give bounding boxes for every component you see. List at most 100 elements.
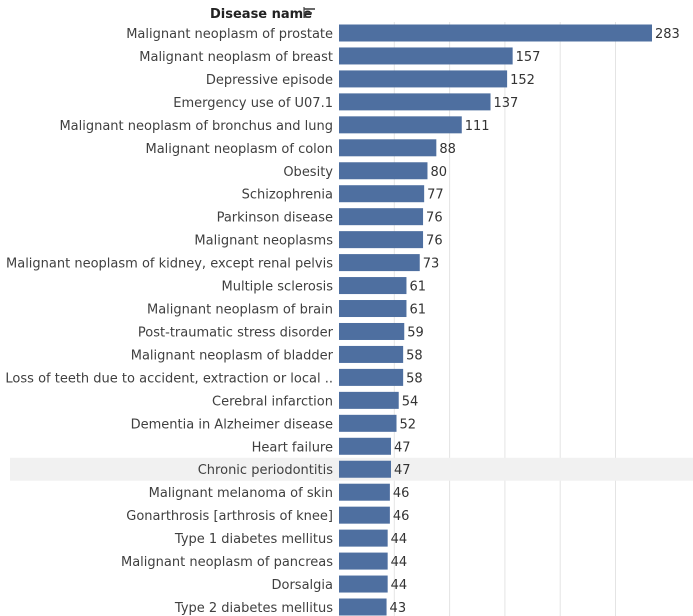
bar-row[interactable]: Cerebral infarction 54 (212, 391, 419, 410)
bar-row[interactable]: Schizophrenia 77 (242, 185, 444, 203)
value-label: 152 (510, 73, 535, 88)
value-label: 58 (406, 371, 423, 386)
category-label: Chronic periodontitis (198, 463, 333, 478)
category-label: Dementia in Alzheimer disease (131, 417, 333, 432)
bar-row[interactable]: Type 2 diabetes mellitus 43 (174, 598, 407, 616)
value-label: 76 (426, 234, 443, 249)
bar-row[interactable]: Malignant neoplasm of kidney, except ren… (6, 254, 439, 272)
category-label: Malignant neoplasm of brain (147, 303, 333, 318)
value-label: 77 (427, 188, 444, 203)
bar[interactable] (339, 300, 407, 318)
value-label: 47 (394, 440, 411, 455)
category-label: Type 1 diabetes mellitus (174, 532, 333, 547)
value-label: 44 (391, 555, 408, 570)
category-label: Type 2 diabetes mellitus (174, 601, 333, 616)
category-label: Malignant neoplasm of breast (139, 50, 333, 65)
value-label: 61 (409, 280, 426, 295)
value-label: 73 (423, 257, 440, 272)
bar-row[interactable]: Malignant neoplasm of pancreas 44 (121, 552, 408, 571)
bar-row[interactable]: Malignant neoplasm of colon 88 (146, 139, 456, 157)
bar-row[interactable]: Type 1 diabetes mellitus 44 (174, 529, 408, 548)
value-label: 47 (394, 463, 411, 478)
bar-row[interactable]: Parkinson disease 76 (217, 208, 443, 226)
bar[interactable] (339, 368, 404, 386)
value-label: 88 (439, 142, 456, 157)
value-label: 137 (494, 96, 519, 111)
value-label: 59 (407, 325, 424, 340)
bar-row[interactable]: Malignant melanoma of skin 46 (149, 483, 410, 502)
bar[interactable] (339, 139, 437, 157)
value-label: 283 (655, 27, 680, 42)
category-label: Depressive episode (206, 73, 333, 88)
bar[interactable] (339, 93, 491, 111)
bar[interactable] (339, 529, 388, 547)
bar-row[interactable]: Dorsalgia 44 (272, 575, 408, 594)
value-label: 80 (430, 165, 447, 180)
bar-row[interactable]: Malignant neoplasms 76 (194, 231, 443, 249)
sort-descending-icon[interactable] (303, 7, 315, 18)
value-label: 46 (393, 509, 410, 524)
bar[interactable] (339, 414, 397, 432)
bar[interactable] (339, 70, 508, 88)
bar-row[interactable]: Post-traumatic stress disorder 59 (138, 322, 424, 341)
bar[interactable] (339, 437, 391, 455)
value-label: 58 (406, 348, 423, 363)
bar[interactable] (339, 277, 407, 295)
bar-row[interactable]: Malignant neoplasm of bronchus and lung 1… (59, 116, 490, 134)
bar-row[interactable]: Dementia in Alzheimer disease 52 (131, 414, 417, 433)
bar-row[interactable]: Malignant neoplasm of breast 157 (139, 47, 540, 65)
bar[interactable] (339, 552, 388, 570)
category-label: Malignant neoplasm of kidney, except ren… (6, 257, 333, 272)
bar-row[interactable]: Heart failure 47 (252, 437, 411, 456)
gridlines (393, 22, 617, 616)
category-label: Malignant neoplasm of prostate (126, 27, 333, 42)
bar[interactable] (339, 575, 388, 593)
value-label: 61 (409, 303, 426, 318)
bar[interactable] (339, 506, 390, 524)
category-label: Malignant melanoma of skin (149, 486, 333, 501)
category-label: Schizophrenia (242, 188, 333, 203)
value-label: 52 (400, 417, 417, 432)
bar[interactable] (339, 116, 462, 134)
bar[interactable] (339, 231, 424, 249)
category-label: Multiple sclerosis (222, 280, 334, 295)
category-label: Heart failure (252, 440, 333, 455)
value-label: 44 (391, 532, 408, 547)
bar[interactable] (339, 345, 404, 363)
category-label: Dorsalgia (272, 578, 334, 593)
category-label: Obesity (283, 165, 333, 180)
bar-row[interactable]: Malignant neoplasm of brain 61 (147, 300, 426, 318)
bar[interactable] (339, 483, 390, 501)
bar-row[interactable]: Obesity 80 (283, 162, 447, 180)
column-header[interactable]: Disease name (210, 7, 315, 22)
bar[interactable] (339, 322, 405, 340)
bar[interactable] (339, 24, 652, 42)
category-label: Malignant neoplasms (194, 234, 333, 249)
bar[interactable] (339, 254, 420, 272)
bar-row[interactable]: Chronic periodontitis 47 (198, 460, 411, 479)
bar-row[interactable]: Emergency use of U07.1 137 (173, 93, 518, 111)
bar-row[interactable]: Malignant neoplasm of bladder 58 (131, 345, 423, 364)
value-label: 46 (393, 486, 410, 501)
bar[interactable] (339, 47, 513, 65)
bar-row[interactable]: Depressive episode 152 (206, 70, 535, 88)
bar-row[interactable]: Malignant neoplasm of prostate 283 (126, 24, 680, 43)
bar[interactable] (339, 208, 424, 226)
bar-row[interactable]: Multiple sclerosis 61 (222, 277, 426, 295)
bar-row[interactable]: Loss of teeth due to accident, extractio… (5, 368, 423, 387)
bar[interactable] (339, 598, 387, 616)
category-label: Parkinson disease (217, 211, 333, 226)
bar[interactable] (339, 391, 399, 409)
value-label: 54 (402, 394, 419, 409)
category-label: Loss of teeth due to accident, extractio… (5, 371, 333, 386)
bar[interactable] (339, 460, 391, 478)
value-label: 43 (390, 601, 407, 616)
category-label: Malignant neoplasm of bladder (131, 348, 334, 363)
bar[interactable] (339, 162, 428, 180)
bar-row[interactable]: Gonarthrosis [arthrosis of knee] 46 (126, 506, 410, 524)
category-label: Cerebral infarction (212, 394, 333, 409)
bar[interactable] (339, 185, 425, 203)
value-label: 44 (391, 578, 408, 593)
